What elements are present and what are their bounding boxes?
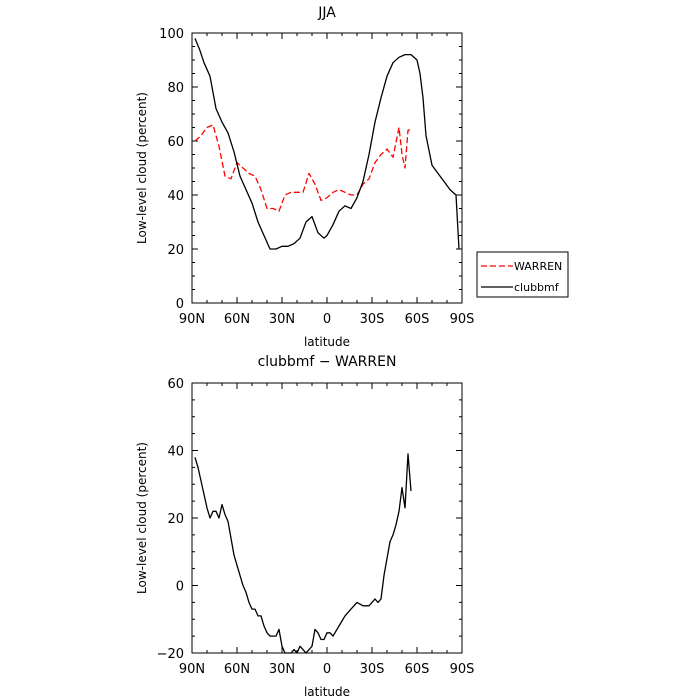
x-tick-label: 60S [405, 312, 430, 327]
y-tick-label: 0 [176, 580, 184, 595]
bottom-ticks: 90N 60N 30N 0 30S 60S 90S −20 0 20 40 60 [157, 377, 475, 677]
x-tick-label: 60N [224, 662, 250, 677]
top-chart-title: JJA [317, 5, 336, 21]
top-plot-frame [191, 32, 463, 304]
top-ticks: 90N 60N 30N 0 30S 60S 90S 0 20 40 60 80 100 [159, 27, 474, 327]
x-tick-label: 60N [224, 312, 250, 327]
top-series [194, 38, 460, 250]
bottom-y-axis-label: Low-level cloud (percent) [135, 442, 149, 594]
x-tick-label: 0 [323, 312, 331, 327]
x-tick-label: 30N [269, 662, 295, 677]
y-tick-label: 0 [176, 297, 184, 312]
legend-box [476, 251, 569, 298]
x-tick-label: 30S [360, 312, 385, 327]
x-tick-label: 60S [405, 662, 430, 677]
bottom-panel: clubbmf − WARREN latitude Low-level clou… [135, 354, 474, 699]
bottom-series-line-difference [194, 453, 412, 654]
top-x-axis-label: latitude [304, 335, 350, 349]
x-tick-label: 90N [179, 312, 205, 327]
x-tick-label: 90S [450, 312, 475, 327]
y-tick-label: 20 [167, 512, 184, 527]
x-tick-label: 90S [450, 662, 475, 677]
bottom-plot-frame [191, 382, 463, 654]
x-tick-label: 0 [323, 662, 331, 677]
y-tick-label: 100 [159, 27, 184, 42]
bottom-chart-title: clubbmf − WARREN [258, 354, 397, 370]
top-panel: JJA latitude Low-level cloud (percent) 9… [135, 5, 474, 349]
x-tick-label: 30S [360, 662, 385, 677]
legend-label-warren: WARREN [514, 260, 562, 273]
y-tick-label: 60 [167, 135, 184, 150]
legend-label-clubbmf: clubbmf [514, 281, 560, 294]
legend: WARREN clubbmf [476, 251, 569, 298]
y-tick-label: 40 [167, 189, 184, 204]
x-tick-label: 90N [179, 662, 205, 677]
top-y-axis-label: Low-level cloud (percent) [135, 92, 149, 244]
y-tick-label: 60 [167, 377, 184, 392]
bottom-x-axis-label: latitude [304, 685, 350, 699]
bottom-series [194, 453, 412, 654]
y-tick-label: −20 [157, 647, 184, 662]
y-tick-label: 40 [167, 445, 184, 460]
top-series-line-warren [194, 124, 411, 212]
y-tick-label: 20 [167, 243, 184, 258]
x-tick-label: 30N [269, 312, 295, 327]
y-tick-label: 80 [167, 81, 184, 96]
top-series-line-clubbmf [194, 38, 460, 250]
